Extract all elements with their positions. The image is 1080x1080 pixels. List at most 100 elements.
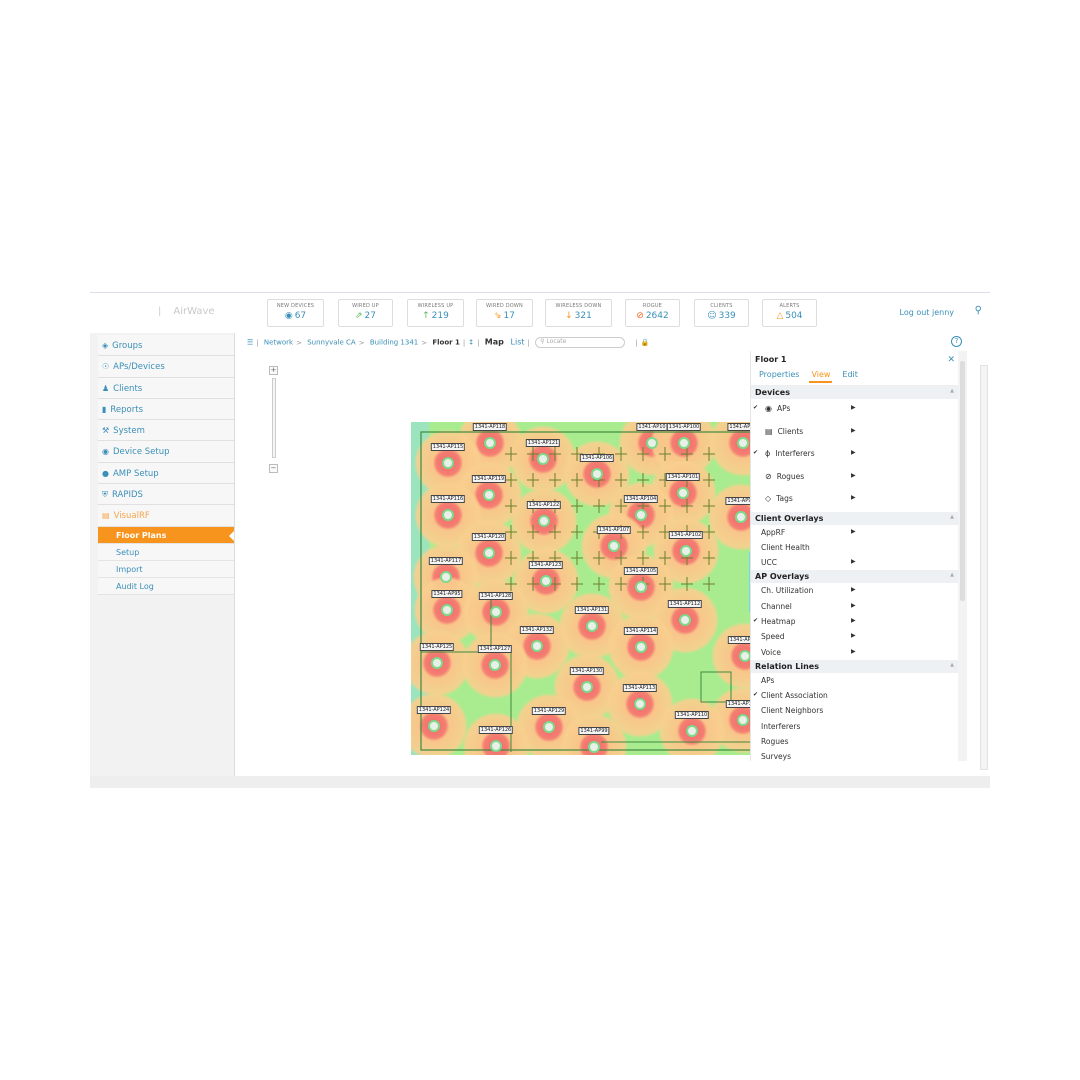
arrow-right-icon[interactable]: ▶ [851, 616, 856, 624]
option-voice[interactable]: Voice ▶ [751, 645, 967, 660]
ap-marker[interactable] [680, 545, 692, 557]
sidebar-item-visualrf[interactable]: ▤ VisualRF [98, 505, 234, 527]
floor-plan-map[interactable]: 1341-AP118 1341-AP115 1341-AP121 1341-AP10 1… [411, 422, 767, 755]
option-client-neighbors[interactable]: Client Neighbors [751, 703, 967, 718]
stat-wired-down[interactable]: WIRED DOWN ⇘ 17 [476, 299, 533, 327]
ap-label[interactable]: 1341-AP101 [665, 473, 701, 481]
ap-marker[interactable] [483, 489, 495, 501]
ap-marker[interactable] [428, 720, 440, 732]
tab-properties[interactable]: Properties [759, 370, 800, 379]
ap-marker[interactable] [442, 457, 454, 469]
ap-label[interactable]: 1341-AP106 [579, 454, 615, 462]
ap-marker[interactable] [608, 540, 620, 552]
option-apprf[interactable]: AppRF ▶ [751, 525, 967, 540]
ap-label[interactable]: 1341-AP125 [419, 643, 455, 651]
ap-label[interactable]: 1341-AP95 [431, 590, 463, 598]
ap-marker[interactable] [442, 509, 454, 521]
ap-label[interactable]: 1341-AP114 [623, 627, 659, 635]
ap-marker[interactable] [540, 575, 552, 587]
ap-label[interactable]: 1341-AP127 [477, 645, 513, 653]
option-aps[interactable]: APs [751, 673, 967, 688]
ap-label[interactable]: 1341-AP118 [472, 423, 508, 431]
arrow-right-icon[interactable]: ▶ [851, 558, 856, 566]
sidebar-sub-setup[interactable]: Setup [98, 543, 234, 561]
option-interferers[interactable]: ✔ ϕ Interferers ▶ [751, 444, 967, 467]
ap-label[interactable]: 1341-AP107 [596, 526, 632, 534]
sidebar-item-system[interactable]: ⚒ System [98, 420, 234, 442]
ap-marker[interactable] [490, 606, 502, 618]
ap-marker[interactable] [737, 437, 749, 449]
stat-wireless-up[interactable]: WIRELESS UP ↑ 219 [407, 299, 464, 327]
tab-edit[interactable]: Edit [842, 370, 858, 379]
sidebar-item-rapids[interactable]: ⛨ RAPIDS [98, 484, 234, 506]
stat-new-devices[interactable]: NEW DEVICES ◉ 67 [267, 299, 324, 327]
option-interferers[interactable]: Interferers [751, 719, 967, 734]
arrow-right-icon[interactable]: ▶ [851, 494, 856, 501]
ap-label[interactable]: 1341-AP113 [622, 684, 658, 692]
ap-marker[interactable] [588, 741, 600, 753]
sidebar-item-devicesetup[interactable]: ◉ Device Setup [98, 441, 234, 463]
ap-label[interactable]: 1341-AP10 [636, 423, 668, 431]
tab-view[interactable]: View [809, 368, 833, 383]
floor-updown-icon[interactable]: ↕ [468, 338, 475, 347]
sidebar-sub-floor-plans[interactable]: Floor Plans [98, 526, 234, 544]
page-scrollbar[interactable] [980, 365, 988, 770]
ap-label[interactable]: 1341-AP126 [478, 726, 514, 734]
breadcrumb-building[interactable]: Building 1341 [369, 338, 419, 347]
option-clients[interactable]: ▤ Clients ▶ [751, 422, 967, 445]
ap-label[interactable]: 1341-AP105 [623, 567, 659, 575]
ap-marker[interactable] [646, 437, 658, 449]
arrow-right-icon[interactable]: ▶ [851, 449, 856, 456]
map-view-link[interactable]: Map [484, 337, 504, 347]
ap-label[interactable]: 1341-AP104 [623, 495, 659, 503]
section-devices[interactable]: Devices [751, 386, 958, 399]
ap-marker[interactable] [678, 437, 690, 449]
option-surveys[interactable]: Surveys [751, 749, 967, 761]
ap-marker[interactable] [735, 511, 747, 523]
ap-marker[interactable] [441, 604, 453, 616]
ap-marker[interactable] [490, 740, 502, 752]
ap-marker[interactable] [635, 641, 647, 653]
arrow-right-icon[interactable]: ▶ [851, 632, 856, 640]
ap-marker[interactable] [483, 547, 495, 559]
section-ap-overlays[interactable]: AP Overlays [751, 570, 958, 584]
stat-rogue[interactable]: ROGUE ⊘ 2642 [625, 299, 680, 327]
sidebar-item-reports[interactable]: ▮ Reports [98, 398, 234, 421]
ap-marker[interactable] [581, 681, 593, 693]
ap-marker[interactable] [635, 581, 647, 593]
stat-clients[interactable]: CLIENTS ☺ 339 [694, 299, 749, 327]
ap-label[interactable]: 1341-AP119 [471, 475, 507, 483]
close-icon[interactable]: ✕ [947, 355, 955, 365]
ap-label[interactable]: 1341-AP117 [428, 557, 464, 565]
ap-label[interactable]: 1341-AP121 [525, 439, 561, 447]
floor-layers-icon[interactable]: ☰ [247, 338, 254, 347]
ap-label[interactable]: 1341-AP123 [528, 561, 564, 569]
ap-marker[interactable] [543, 721, 555, 733]
zoom-slider[interactable] [272, 378, 276, 458]
zoom-in-button[interactable]: + [269, 366, 278, 375]
ap-label[interactable]: 1341-AP120 [471, 533, 507, 541]
ap-marker[interactable] [586, 620, 598, 632]
ap-marker[interactable] [591, 468, 603, 480]
ap-label[interactable]: 1341-AP112 [667, 600, 703, 608]
ap-marker[interactable] [484, 437, 496, 449]
list-view-link[interactable]: List [510, 337, 525, 347]
arrow-right-icon[interactable]: ▶ [851, 404, 856, 411]
breadcrumb-network[interactable]: Network [263, 338, 294, 347]
ap-marker[interactable] [431, 657, 443, 669]
option-channel[interactable]: Channel ▶ [751, 599, 967, 614]
option-rogues[interactable]: ⊘ Rogues ▶ [751, 467, 967, 490]
ap-label[interactable]: 1341-AP122 [526, 501, 562, 509]
option-client-health[interactable]: Client Health [751, 540, 967, 555]
ap-marker[interactable] [440, 571, 452, 583]
option-ch-utilization[interactable]: Ch. Utilization ▶ [751, 583, 967, 598]
panel-scrollbar[interactable] [958, 351, 967, 761]
sidebar-item-ampsetup[interactable]: ● AMP Setup [98, 462, 234, 485]
ap-label[interactable]: 1341-AP130 [569, 667, 605, 675]
stat-wireless-down[interactable]: WIRELESS DOWN ↓ 321 [545, 299, 612, 327]
search-icon[interactable]: ⚲ [974, 305, 982, 316]
option-speed[interactable]: Speed ▶ [751, 629, 967, 644]
ap-marker[interactable] [737, 714, 749, 726]
breadcrumb-site[interactable]: Sunnyvale CA [307, 338, 356, 347]
locate-input[interactable]: ⚲ Locate [535, 337, 626, 348]
